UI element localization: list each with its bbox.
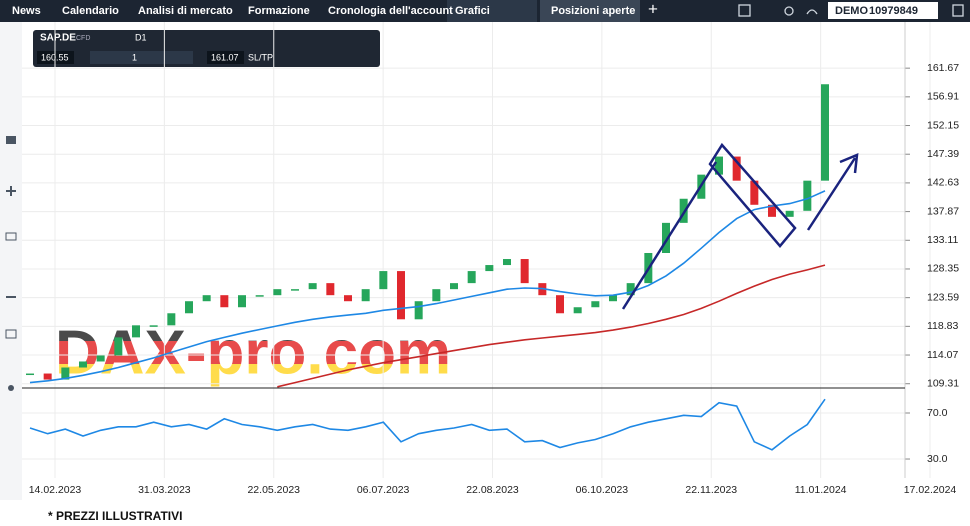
- candle: [626, 283, 635, 296]
- candle: [556, 295, 564, 314]
- tab-label[interactable]: Grafici: [455, 5, 490, 17]
- nav-item[interactable]: News: [12, 5, 41, 17]
- y-tick-label: 156.91: [927, 91, 959, 103]
- y-tick-label: 114.07: [927, 349, 958, 361]
- sltp[interactable]: SL/TP: [248, 52, 273, 62]
- y-tick-label: 137.87: [927, 205, 959, 217]
- y-tick-label: 70.0: [927, 407, 948, 419]
- x-tick-label: 06.10.2023: [576, 484, 629, 496]
- x-tick-label: 22.05.2023: [247, 484, 300, 496]
- candle: [520, 259, 529, 284]
- y-tick-label: 161.67: [927, 62, 959, 74]
- candle: [803, 180, 812, 211]
- y-tick-label: 147.39: [927, 148, 959, 160]
- nav-icons: [738, 4, 964, 17]
- candle: [467, 271, 476, 284]
- candle: [503, 259, 511, 266]
- candle: [344, 295, 352, 302]
- candle: [732, 156, 741, 181]
- candle: [485, 265, 494, 272]
- candle: [291, 289, 299, 291]
- series-line: [29, 190, 826, 384]
- y-tick-label: 109.31: [927, 378, 959, 390]
- y-tick-label: 118.83: [927, 320, 958, 332]
- candle: [167, 313, 176, 326]
- symbol[interactable]: SAP.DE: [40, 33, 76, 44]
- nav-item[interactable]: Analisi di mercato: [138, 5, 233, 17]
- candle: [326, 283, 335, 296]
- y-tick-label: 142.63: [927, 177, 959, 189]
- candle: [220, 295, 229, 308]
- candle: [96, 355, 105, 362]
- candle: [79, 361, 87, 368]
- candle: [308, 283, 317, 290]
- candle: [273, 289, 282, 296]
- symbol-kind: CFD: [76, 35, 90, 42]
- timeframe[interactable]: D1: [135, 32, 147, 42]
- tab-label[interactable]: Posizioni aperte: [551, 5, 635, 17]
- x-tick-label: 17.02.2024: [904, 484, 957, 496]
- candle: [750, 180, 759, 205]
- x-tick-label: 11.01.2024: [795, 484, 847, 496]
- x-tick-label: 14.02.2023: [29, 484, 82, 496]
- y-tick-label: 123.59: [927, 291, 959, 303]
- candle: [414, 301, 423, 320]
- account-box[interactable]: [828, 2, 938, 19]
- candle: [609, 295, 617, 302]
- candle: [821, 84, 829, 181]
- x-tick-label: 31.03.2023: [138, 484, 191, 496]
- left-toolbar: [0, 22, 22, 500]
- candle: [379, 271, 388, 290]
- nav-item[interactable]: Formazione: [248, 5, 310, 17]
- nav-item[interactable]: Calendario: [62, 5, 119, 17]
- candle: [149, 325, 158, 327]
- x-tick-label: 22.11.2023: [685, 484, 737, 496]
- candle: [397, 271, 405, 320]
- candle: [662, 222, 670, 253]
- candle: [26, 373, 34, 376]
- candle: [61, 367, 70, 380]
- volume-box[interactable]: [90, 51, 193, 64]
- candle: [432, 289, 441, 302]
- candle: [591, 301, 600, 308]
- candle: [255, 295, 264, 297]
- y-tick-label: 133.11: [927, 234, 958, 246]
- footnote: * PREZZI ILLUSTRATIVI: [48, 509, 182, 523]
- x-tick-label: 22.08.2023: [466, 484, 519, 496]
- candle: [114, 337, 123, 356]
- candle: [43, 373, 52, 380]
- y-tick-label: 30.0: [927, 453, 948, 465]
- candle: [715, 156, 723, 175]
- candle: [185, 301, 193, 314]
- candle: [238, 295, 246, 308]
- volume[interactable]: 1: [132, 52, 137, 62]
- plot: 14.02.2023 31.03.2023 22.05.2023 06.07.2023…: [22, 22, 959, 496]
- candle: [361, 289, 370, 302]
- tab[interactable]: [540, 0, 640, 22]
- ask-box[interactable]: [207, 51, 244, 64]
- tab-active[interactable]: [447, 0, 537, 22]
- ask[interactable]: 161.07: [211, 52, 239, 62]
- account-label: DEMO: [835, 5, 868, 17]
- nav-item[interactable]: Cronologia dell'account: [328, 5, 453, 17]
- candle: [768, 204, 776, 217]
- candle: [573, 307, 582, 314]
- candle: [450, 283, 458, 290]
- y-tick-label: 128.35: [927, 263, 959, 275]
- series-line: [29, 398, 826, 451]
- add-tab[interactable]: +: [648, 0, 658, 18]
- left-tools: [5, 136, 17, 391]
- account-number: 10979849: [869, 5, 918, 17]
- x-tick-label: 06.07.2023: [357, 484, 410, 496]
- annotations: [621, 142, 859, 310]
- candle: [132, 325, 140, 338]
- candle: [202, 295, 211, 302]
- series-line: [277, 264, 826, 388]
- y-tick-label: 152.15: [927, 119, 959, 131]
- candle: [785, 210, 794, 217]
